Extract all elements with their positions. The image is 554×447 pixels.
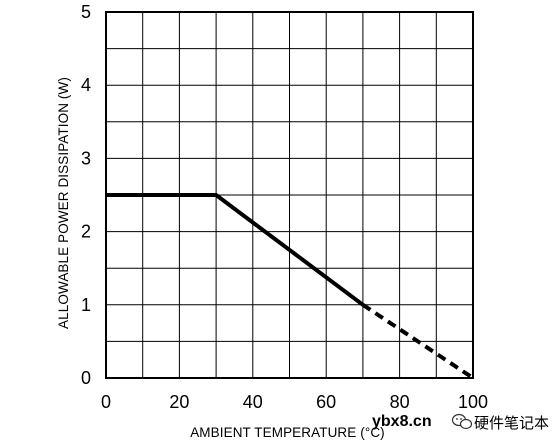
y-tick-label: 4 [81,75,91,95]
x-tick-label: 100 [458,392,488,412]
y-tick-labels: 0 1 2 3 4 5 [81,2,91,388]
y-tick-label: 2 [81,222,91,242]
y-tick-label: 1 [81,295,91,315]
x-tick-label: 0 [101,392,111,412]
y-axis-title: ALLOWABLE POWER DISSIPATION (W) [56,77,71,329]
watermark: ybx8.cn 硬件笔记本 [372,413,549,432]
wechat-icon [451,413,473,430]
x-axis-title: AMBIENT TEMPERATURE (°C) [190,425,385,440]
x-tick-labels: 0 20 40 60 80 100 [101,392,488,412]
watermark-brand-text: 硬件笔记本 [474,414,549,432]
y-tick-label: 0 [81,368,91,388]
x-tick-label: 40 [243,392,263,412]
series-layer [106,193,475,380]
x-tick-label: 80 [390,392,410,412]
watermark-site-text: ybx8.cn [372,413,432,430]
derating-line-dashed [361,303,475,380]
x-tick-label: 20 [169,392,189,412]
y-tick-label: 5 [81,2,91,22]
x-tick-label: 60 [316,392,336,412]
grid [106,12,473,378]
derating-line-solid [106,193,365,307]
y-tick-label: 3 [81,148,91,168]
